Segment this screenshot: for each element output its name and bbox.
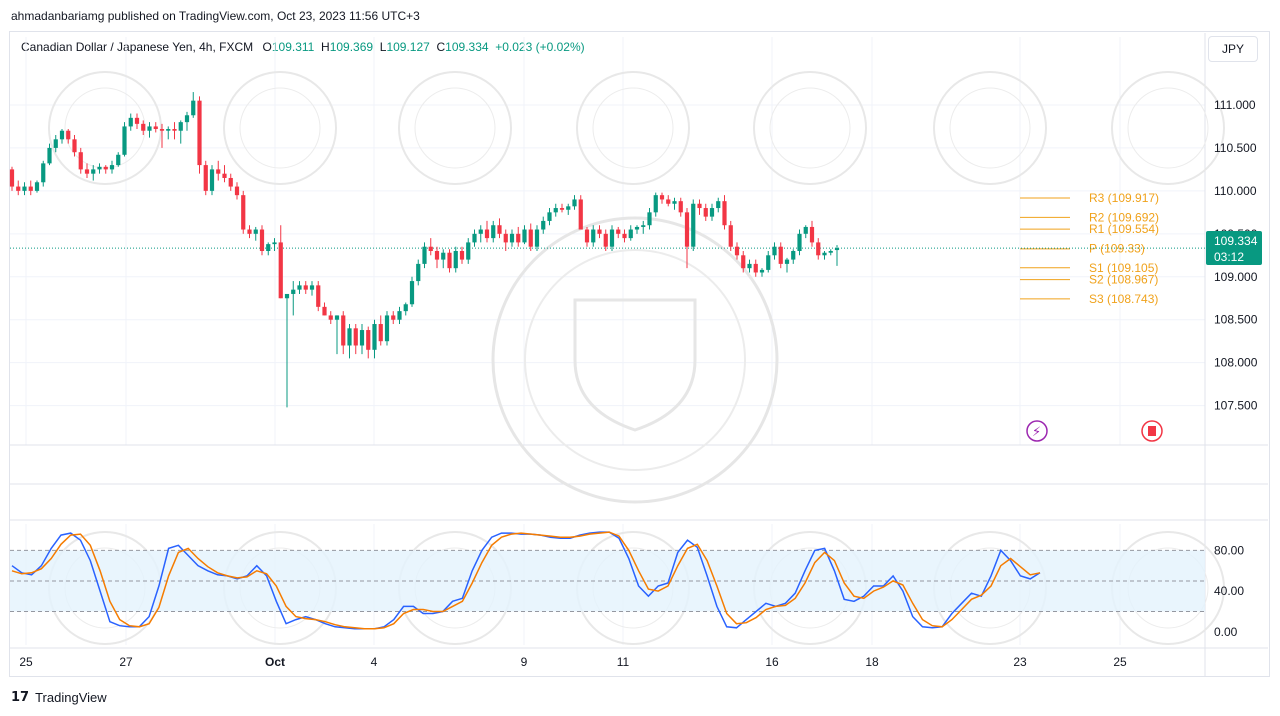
tradingview-brand: TradingView	[35, 689, 107, 705]
low-value: 109.127	[386, 40, 430, 54]
high-label: H	[321, 40, 330, 54]
open-value: 109.311	[271, 40, 315, 54]
currency-button[interactable]: JPY	[1208, 36, 1258, 62]
close-value: 109.334	[445, 40, 489, 54]
publish-line: ahmadanbariamg published on TradingView.…	[11, 9, 420, 23]
change-value: +0.023 (+0.02%)	[495, 40, 585, 54]
tradingview-footer[interactable]: 𝟭𝟳 TradingView	[11, 689, 107, 705]
low-label: L	[379, 40, 387, 54]
chart-legend: Canadian Dollar / Japanese Yen, 4h, FXCM…	[21, 40, 585, 54]
tradingview-logo-icon: 𝟭𝟳	[11, 689, 30, 704]
ohlc-values: O109.311 H109.369 L109.127 C109.334 +0.0…	[263, 40, 585, 54]
close-label: C	[436, 40, 446, 54]
high-value: 109.369	[329, 40, 374, 54]
symbol-title[interactable]: Canadian Dollar / Japanese Yen, 4h, FXCM	[21, 40, 254, 54]
open-label: O	[262, 40, 272, 54]
chart-frame	[9, 31, 1270, 677]
